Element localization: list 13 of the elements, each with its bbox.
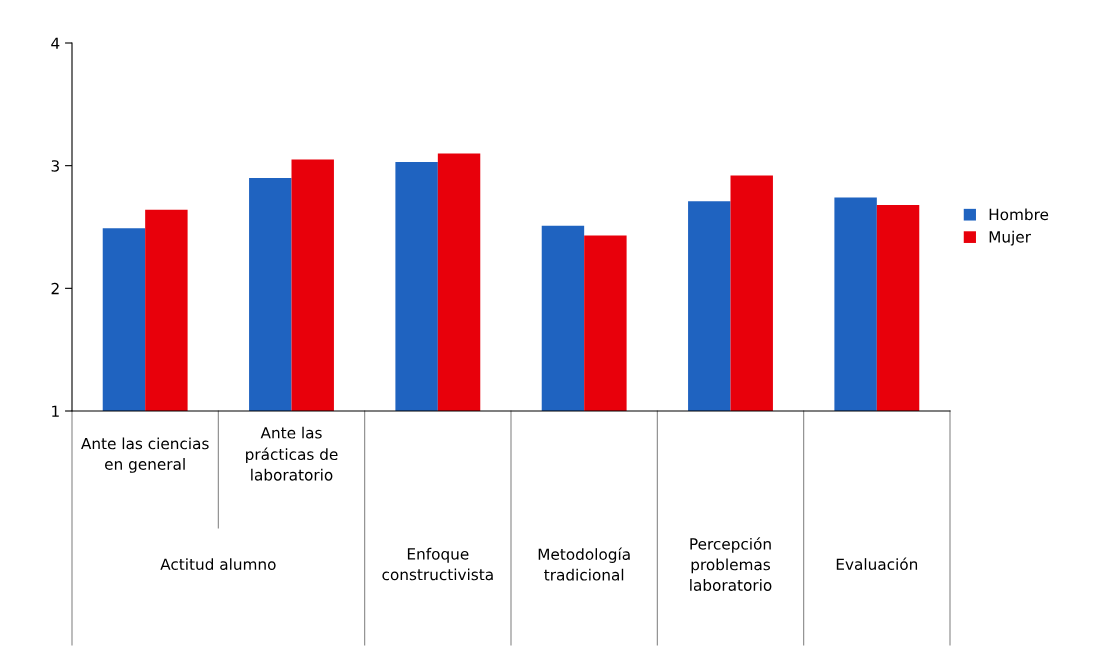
- legend-label: Hombre: [989, 208, 1049, 221]
- y-tick-label: 4: [51, 37, 60, 49]
- x-tick-label: Ante las ciencias en general: [81, 437, 209, 473]
- y-tick-label: 2: [51, 282, 59, 295]
- y-tick-label: 3: [51, 160, 59, 172]
- text: Actitud alumno: [160, 558, 276, 570]
- x-tick-label: Ante las prácticas de laboratorio: [246, 426, 338, 481]
- y-tick-label: 1: [52, 405, 59, 417]
- text: Evaluación: [836, 557, 918, 570]
- text: Percepción problemas laboratorio: [690, 537, 772, 591]
- legend-label: Mujer: [989, 230, 1031, 246]
- text: Metodología tradicional: [538, 547, 630, 581]
- text: Enfoque constructivista: [382, 547, 493, 581]
